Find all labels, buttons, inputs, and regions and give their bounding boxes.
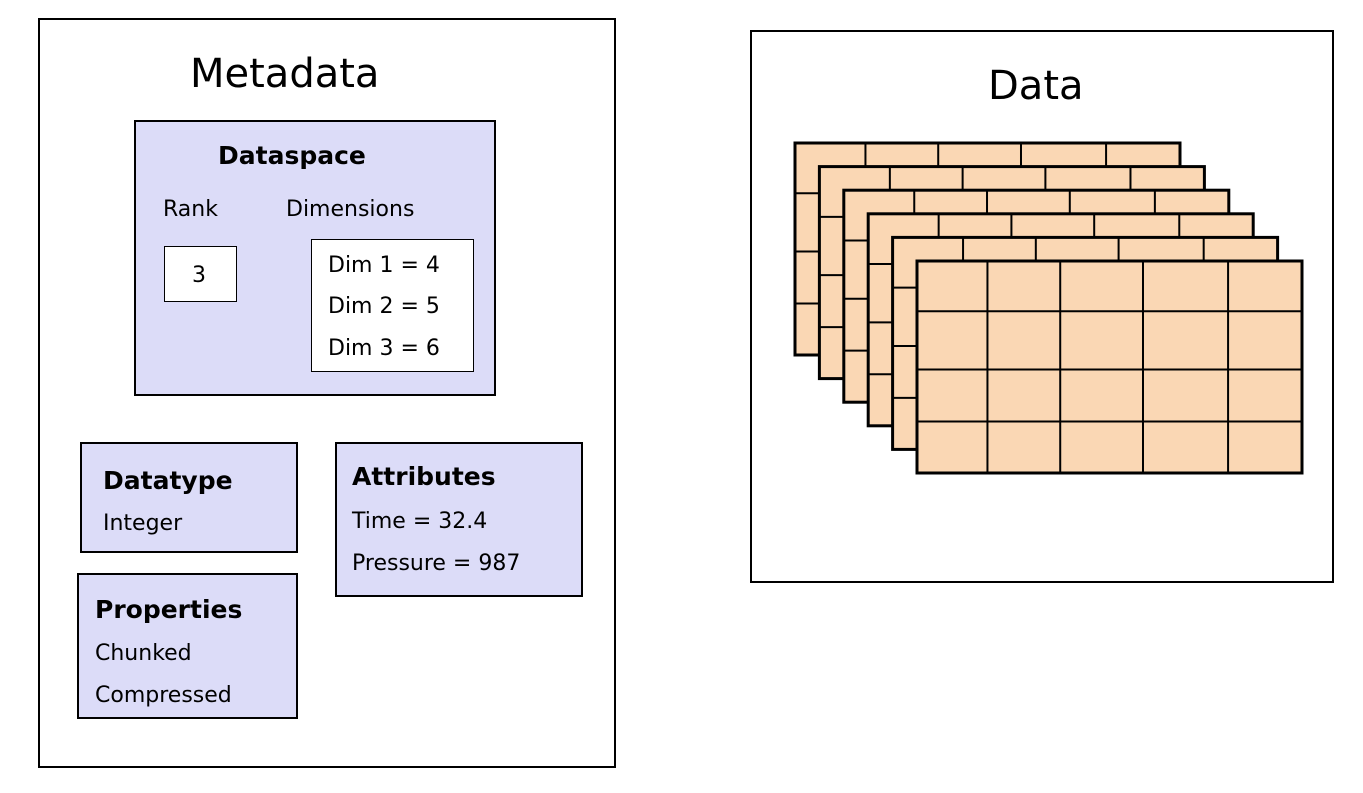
data-array-layer-frame <box>915 259 1304 475</box>
datatype-box <box>80 442 298 553</box>
rank-label: Rank <box>163 197 218 222</box>
metadata-title: Metadata <box>190 51 380 97</box>
dim-2-value: Dim 2 = 5 <box>328 294 440 319</box>
dimensions-label: Dimensions <box>286 197 415 222</box>
properties-title: Properties <box>95 595 243 624</box>
dimensions-box <box>311 239 474 372</box>
data-array-layer <box>915 259 1304 475</box>
rank-value: 3 <box>192 263 206 288</box>
datatype-value: Integer <box>103 511 183 536</box>
attributes-box <box>335 442 583 597</box>
attributes-title: Attributes <box>352 462 496 491</box>
attribute-time: Time = 32.4 <box>352 509 488 534</box>
dim-3-value: Dim 3 = 6 <box>328 336 440 361</box>
properties-box <box>77 573 298 719</box>
attribute-pressure: Pressure = 987 <box>352 551 521 576</box>
dim-1-value: Dim 1 = 4 <box>328 253 440 278</box>
rank-value-box <box>164 246 237 302</box>
property-compressed: Compressed <box>95 683 232 708</box>
property-chunked: Chunked <box>95 641 192 666</box>
dataspace-title: Dataspace <box>218 141 366 170</box>
data-title: Data <box>988 63 1084 109</box>
datatype-title: Datatype <box>103 466 233 495</box>
